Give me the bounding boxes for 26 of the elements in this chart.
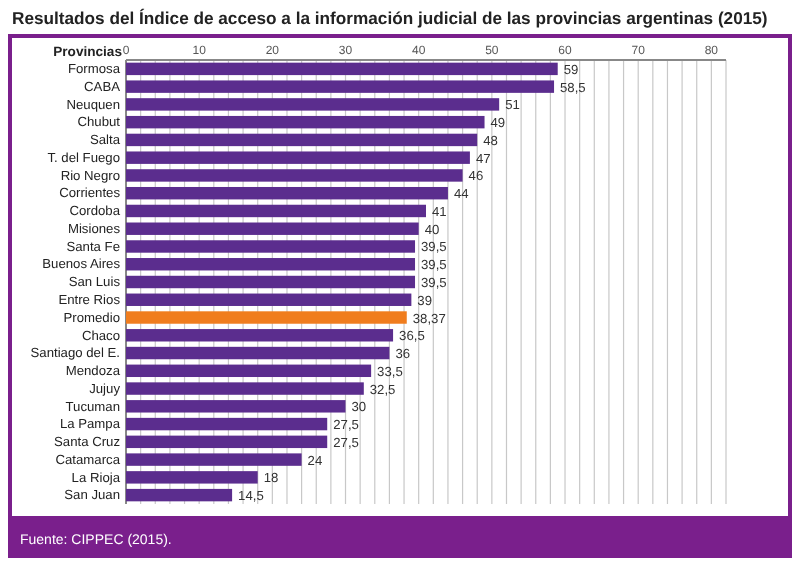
- bar: [126, 329, 394, 342]
- bar: [126, 346, 390, 360]
- bar: [126, 400, 346, 413]
- bar: [126, 382, 364, 395]
- bar: [126, 151, 470, 164]
- bar: [126, 80, 555, 93]
- bar: [126, 417, 328, 431]
- bar: [126, 204, 426, 218]
- chart-title: Resultados del Índice de acceso a la información judicial de las provincias argentinas (2015): [12, 8, 768, 28]
- bar: [126, 222, 419, 235]
- bar: [126, 62, 558, 76]
- bar: [126, 258, 416, 271]
- bar: [126, 186, 448, 200]
- bar: [126, 275, 416, 289]
- bar: [126, 453, 302, 466]
- bar: [126, 169, 463, 182]
- bar: [126, 293, 412, 306]
- bar: [126, 488, 233, 502]
- bar: [126, 435, 328, 449]
- bar: [126, 98, 500, 111]
- bar: [126, 115, 485, 129]
- bar: [126, 364, 372, 378]
- bar: [126, 133, 478, 147]
- bar: [126, 471, 258, 484]
- bar: [126, 240, 416, 253]
- bar: [126, 311, 407, 324]
